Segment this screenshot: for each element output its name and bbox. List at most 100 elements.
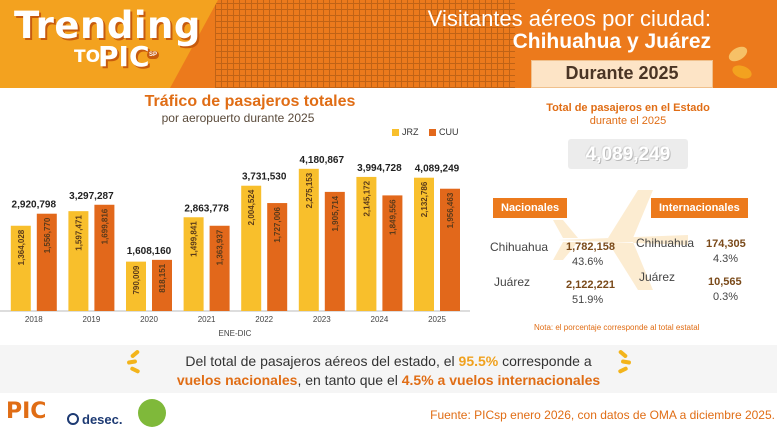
x-tick-label: 2025 <box>428 315 446 324</box>
bar-cuu-2022 <box>267 203 288 311</box>
period-text: Durante 2025 <box>565 63 679 83</box>
x-tick-label: 2019 <box>83 315 101 324</box>
airplane-icon <box>553 190 688 290</box>
nac-juarez-value: 2,122,221 <box>566 279 615 291</box>
total-label: 3,731,530 <box>242 172 287 183</box>
internacionales-tag: Internacionales <box>651 198 748 218</box>
bar-value-label: 2,275,153 <box>305 172 314 208</box>
x-tick-label: 2018 <box>25 315 43 324</box>
legend-item-jrz: JRZ <box>392 127 419 137</box>
bar-value-label: 2,004,524 <box>247 189 256 225</box>
legend-item-cuu: CUU <box>429 127 459 137</box>
bar-value-label: 1,597,471 <box>74 215 83 251</box>
bar-value-label: 1,363,937 <box>216 229 225 265</box>
bar-chart: 1,364,028 1,556,770 2,920,798 2018 1,597,471… <box>0 155 470 324</box>
bar-cuu-2021 <box>209 225 230 311</box>
summary-text: Del total de pasajeros aéreos del estado… <box>0 352 777 390</box>
desec-logo-icon <box>67 413 79 425</box>
bar-jrz-2020 <box>126 261 146 311</box>
state-note: Nota: el porcentaje corresponde al total… <box>534 323 700 332</box>
summary-band <box>0 345 777 393</box>
bar-cuu-2019 <box>94 204 115 311</box>
bar-cuu-2024 <box>382 195 403 311</box>
bar-cuu-2020 <box>152 259 172 311</box>
footer: PIC desec. Fuente: PICsp enero 2026, con… <box>0 393 777 430</box>
logo-sp-badge: SP <box>147 51 160 59</box>
state-total-value: 4,089,249 <box>585 144 671 165</box>
int-juarez-city: Juárez <box>639 270 676 284</box>
decor-leaf-icon <box>730 62 754 82</box>
bar-value-label: 1,905,714 <box>331 195 340 231</box>
x-tick-label: 2024 <box>371 315 389 324</box>
int-chihuahua-city: Chihuahua <box>636 236 695 250</box>
state-total-subtitle: durante el 2025 <box>589 115 667 127</box>
bar-cuu-2023 <box>324 191 345 311</box>
bar-value-label: 818,151 <box>158 263 167 292</box>
logo-pic-text: PIC <box>98 40 150 73</box>
bar-jrz-2022 <box>241 185 262 311</box>
legend-label-jrz: JRZ <box>402 127 419 137</box>
nac-juarez-pct: 51.9% <box>572 294 604 306</box>
bar-value-label: 1,556,770 <box>43 217 52 253</box>
summary-part1: Del total de pasajeros aéreos del estado… <box>185 353 459 369</box>
decor-leaf-icon <box>726 43 750 65</box>
legend-swatch-cuu <box>429 128 437 136</box>
bar-value-label: 2,145,172 <box>362 180 371 216</box>
bar-value-label: 1,364,028 <box>17 229 26 265</box>
total-label: 1,608,160 <box>127 246 172 257</box>
bar-jrz-2018 <box>10 225 31 311</box>
x-tick-label: 2023 <box>313 315 331 324</box>
bar-value-label: 1,727,006 <box>273 207 282 243</box>
total-label: 4,089,249 <box>415 164 460 175</box>
summary-part2: corresponde a <box>498 353 592 369</box>
summary-part3: , en tanto que el <box>297 372 402 388</box>
page-title-line1: Visitantes aéreos por ciudad: <box>427 6 711 31</box>
bar-value-label: 2,132,786 <box>420 181 429 217</box>
nacionales-tag: Nacionales <box>493 198 568 218</box>
logo-to-text: TO <box>74 47 101 67</box>
state-total-title: Total de pasajeros en el Estado <box>546 102 710 114</box>
bar-value-label: 1,849,556 <box>388 199 397 235</box>
int-chihuahua-pct: 4.3% <box>713 253 739 265</box>
bar-jrz-2023 <box>298 168 319 311</box>
summary-highlight-internacionales: 4.5% a vuelos internacionales <box>401 372 601 388</box>
bar-jrz-2024 <box>356 176 377 311</box>
nac-chihuahua-value: 1,782,158 <box>566 241 615 253</box>
total-label: 2,863,778 <box>184 203 229 214</box>
pic-logo: PIC <box>6 399 47 424</box>
summary-highlight-pct: 95.5% <box>458 353 499 369</box>
logo-trending-text: Trending <box>14 4 201 47</box>
total-label: 3,994,728 <box>357 163 402 174</box>
state-total-box: 4,089,249 <box>568 139 688 169</box>
bar-jrz-2021 <box>183 217 204 311</box>
x-tick-label: 2020 <box>140 315 158 324</box>
int-chihuahua-value: 174,305 <box>706 238 746 250</box>
x-tick-label: 2021 <box>198 315 216 324</box>
chart-subtitle: por aeropuerto durante 2025 <box>161 111 315 125</box>
bar-value-label: 1,956,463 <box>446 192 455 228</box>
x-axis-label: ENE-DIC <box>218 329 252 338</box>
bar-cuu-2025 <box>440 188 460 311</box>
nac-chihuahua-pct: 43.6% <box>572 256 604 268</box>
bar-cuu-2018 <box>36 213 57 311</box>
page-title-line2: Chihuahua y Juárez <box>512 30 711 53</box>
nac-chihuahua-city: Chihuahua <box>490 240 549 254</box>
total-label: 4,180,867 <box>300 155 345 166</box>
period-badge: Durante 2025 <box>531 60 713 88</box>
chart-title: Tráfico de pasajeros totales <box>144 93 356 110</box>
codech-logo-icon <box>138 399 166 427</box>
header-band: Trending TO PIC SP Visitantes aéreos por… <box>0 0 777 88</box>
total-label: 2,920,798 <box>12 200 57 211</box>
bar-value-label: 1,699,816 <box>100 208 109 244</box>
header-texture <box>215 0 515 88</box>
bar-jrz-2019 <box>68 211 89 311</box>
int-juarez-pct: 0.3% <box>713 291 739 303</box>
legend-label-cuu: CUU <box>439 127 459 137</box>
source-text: Fuente: PICsp enero 2026, con datos de O… <box>430 408 775 422</box>
summary-highlight-nacionales: vuelos nacionales <box>176 372 298 388</box>
bar-value-label: 790,009 <box>132 265 141 294</box>
nac-juarez-city: Juárez <box>494 275 531 289</box>
desec-logo-text: desec. <box>82 412 123 427</box>
bar-value-label: 1,499,841 <box>190 221 199 257</box>
